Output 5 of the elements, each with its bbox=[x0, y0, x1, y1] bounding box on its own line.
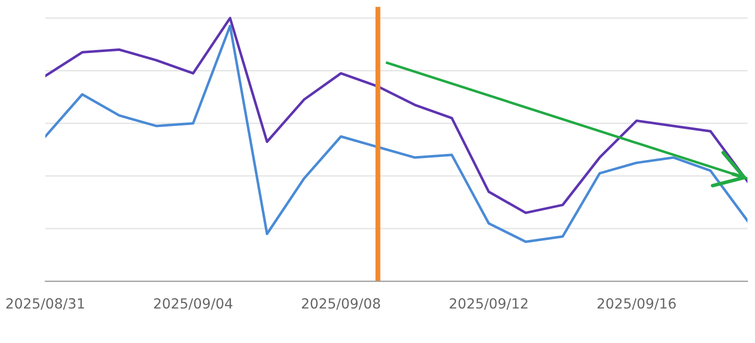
x-tick-label: 2025/08/31 bbox=[6, 298, 84, 310]
x-tick-label: 2025/09/12 bbox=[450, 298, 528, 310]
x-tick-label: 2025/09/04 bbox=[154, 298, 232, 310]
x-tick-label: 2025/09/08 bbox=[302, 298, 380, 310]
x-tick-label: 2025/09/16 bbox=[598, 298, 676, 310]
